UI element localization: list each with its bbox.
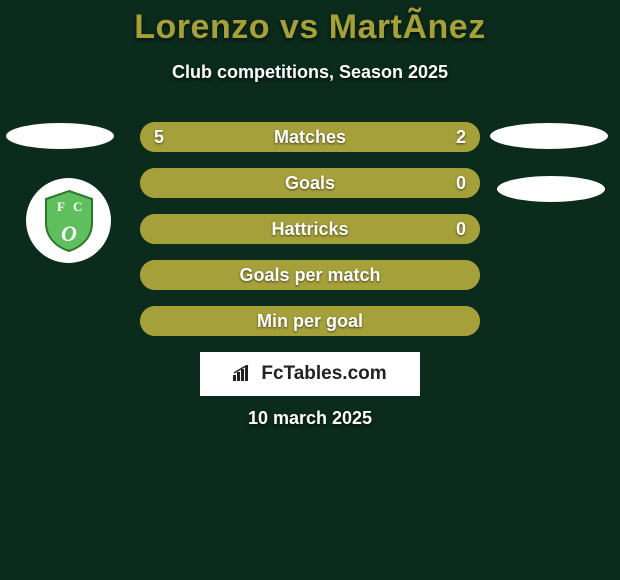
bar-left-fill [140,122,381,152]
ellipse-decoration [6,123,114,149]
brand-inner: FcTables.com [233,363,386,385]
bar-left-fill [140,168,480,198]
bar-left-fill [140,260,480,290]
svg-text:C: C [73,199,82,214]
stat-bars: 52Matches 0Goals 0Hattricks Goals per match… [140,122,480,352]
page-title: Lorenzo vs MartÃ­nez [0,8,620,47]
stat-bar: Goals per match [140,260,480,290]
stat-bar: 0Hattricks [140,214,480,244]
svg-text:F: F [57,199,65,214]
ellipse-decoration [490,123,608,149]
stat-bar: Min per goal [140,306,480,336]
subtitle: Club competitions, Season 2025 [0,62,620,83]
bar-left-fill [140,306,480,336]
brand-text: FcTables.com [261,363,386,385]
stat-bar: 0Goals [140,168,480,198]
stat-bar: 52Matches [140,122,480,152]
date-text: 10 march 2025 [0,408,620,429]
bar-right-fill [381,122,480,152]
bar-chart-icon [233,365,255,383]
club-crest-icon: F C O [42,189,96,253]
bar-left-fill [140,214,480,244]
brand-banner: FcTables.com [200,352,420,396]
infographic-canvas: Lorenzo vs MartÃ­nez Club competitions, … [0,0,620,580]
club-badge: F C O [26,178,111,263]
svg-text:O: O [61,221,77,246]
ellipse-decoration [497,176,605,202]
